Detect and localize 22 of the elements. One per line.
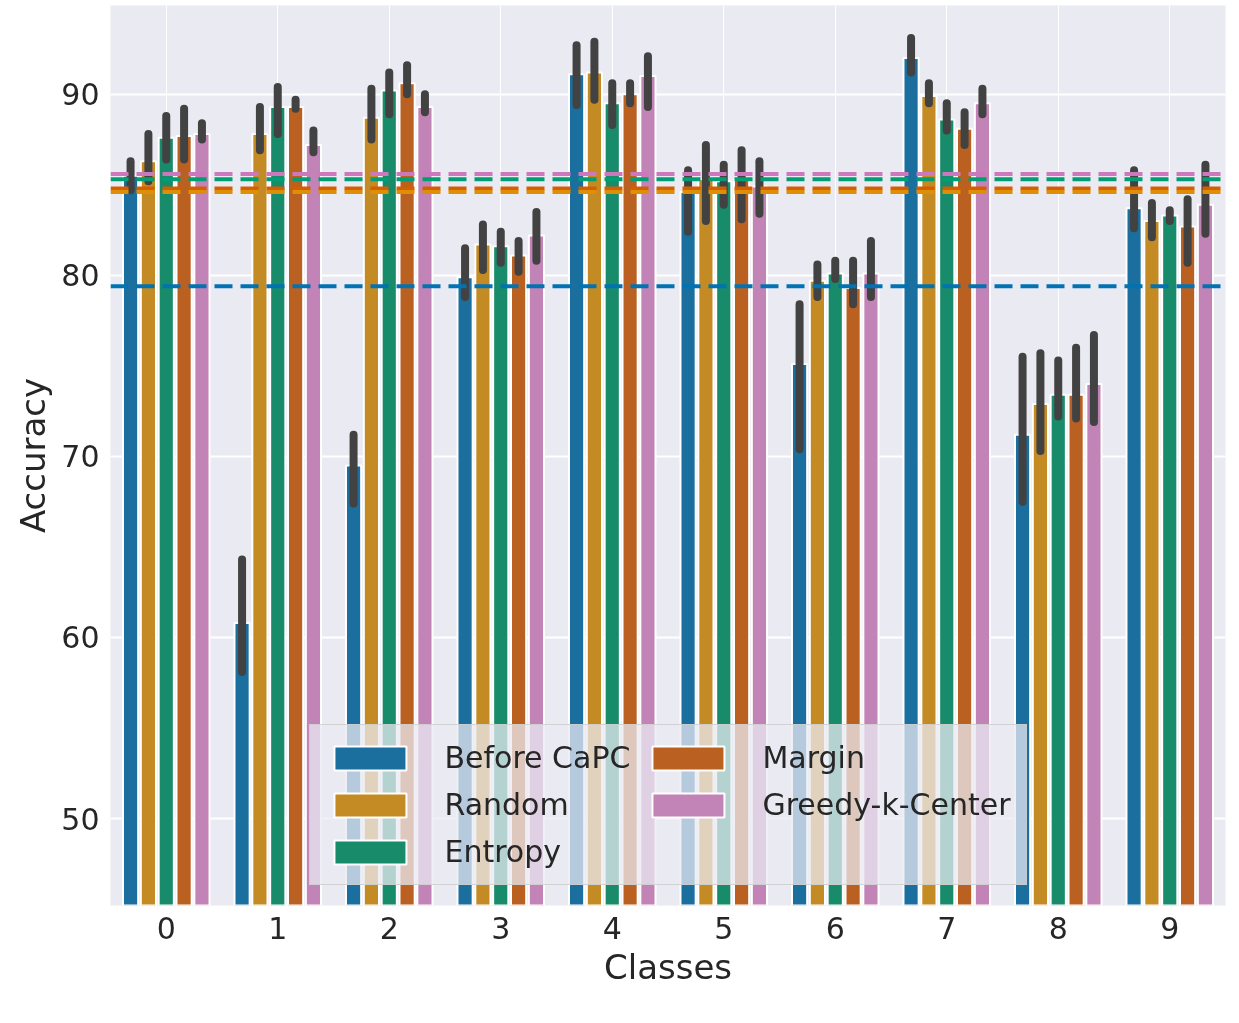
x-tick-label: 2 [379, 910, 399, 946]
legend-label: Random [444, 787, 569, 822]
x-tick-label: 7 [937, 910, 957, 946]
x-axis-title: Classes [603, 946, 733, 987]
x-tick-label: 0 [156, 910, 176, 946]
y-axis-title: Accuracy [13, 377, 54, 534]
x-tick-label: 9 [1160, 910, 1180, 946]
legend-label: Entropy [444, 834, 562, 869]
y-tick-label: 50 [61, 801, 100, 837]
x-tick-label: 3 [491, 910, 511, 946]
x-tick-label: 6 [825, 910, 845, 946]
legend-label: Margin [762, 740, 865, 775]
x-tick-label: 8 [1048, 910, 1068, 946]
y-tick-label: 90 [61, 77, 100, 113]
y-tick-label: 80 [61, 258, 100, 294]
y-tick-label: 60 [61, 620, 100, 656]
legend-label: Greedy-k-Center [762, 787, 1011, 822]
y-tick-label: 70 [61, 439, 100, 475]
legend-label: Before CaPC [444, 740, 631, 775]
x-tick-label: 4 [602, 910, 622, 946]
x-tick-label: 5 [714, 910, 734, 946]
x-tick-label: 1 [268, 910, 288, 946]
